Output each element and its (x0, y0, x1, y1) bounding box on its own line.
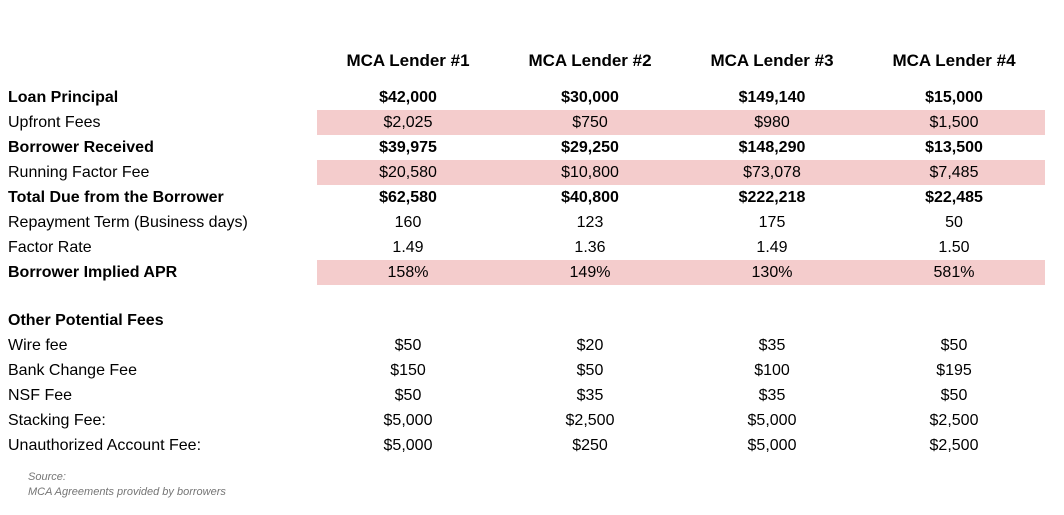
value-cell: $50 (394, 386, 422, 404)
row-label: Unauthorized Account Fee: (8, 436, 202, 454)
value-cell: $50 (940, 386, 968, 404)
value-cell: $29,250 (561, 138, 619, 156)
source-note: Source: MCA Agreements provided by borro… (0, 470, 1064, 500)
value-cell: $2,025 (317, 110, 499, 135)
value-cell: $980 (681, 110, 863, 135)
value-cell: $40,800 (561, 188, 619, 206)
value-cell: $20 (576, 336, 604, 354)
value-cell: $50 (940, 336, 968, 354)
row-label: Total Due from the Borrower (8, 188, 224, 206)
value-cell: $750 (499, 110, 681, 135)
value-cell: $150 (390, 361, 426, 379)
value-cell: 1.49 (392, 238, 424, 256)
value-cell: 1.50 (938, 238, 970, 256)
table-row-nsf-fee: NSF Fee $50 $35 $35 $50 (0, 383, 1064, 408)
value-cell: $5,000 (747, 436, 797, 454)
row-label: Wire fee (8, 336, 68, 354)
value-cell: $195 (936, 361, 972, 379)
row-label: Borrower Implied APR (8, 263, 178, 281)
table-row-borrower-received: Borrower Received $39,975 $29,250 $148,2… (0, 135, 1064, 160)
value-cell: $148,290 (738, 138, 806, 156)
value-cell: $39,975 (379, 138, 437, 156)
table-row-total-due: Total Due from the Borrower $62,580 $40,… (0, 185, 1064, 210)
header-spacer (0, 48, 317, 73)
table-row-wire-fee: Wire fee $50 $20 $35 $50 (0, 333, 1064, 358)
value-cell: $1,500 (863, 110, 1045, 135)
value-cell: $10,800 (499, 160, 681, 185)
value-cell: 158% (317, 260, 499, 285)
value-cell: 149% (499, 260, 681, 285)
value-cell: $5,000 (383, 411, 433, 429)
value-cell: 1.49 (756, 238, 788, 256)
value-cell: $222,218 (738, 188, 806, 206)
other-potential-fees-title: Other Potential Fees (8, 311, 164, 329)
row-label: Repayment Term (Business days) (8, 213, 248, 231)
value-cell: $30,000 (561, 88, 619, 106)
row-label: Loan Principal (8, 88, 119, 106)
value-cell: $5,000 (747, 411, 797, 429)
row-label: Upfront Fees (8, 113, 101, 131)
table-row-stacking-fee: Stacking Fee: $5,000 $2,500 $5,000 $2,50… (0, 408, 1064, 433)
source-label: Source: (28, 471, 66, 483)
table-row-repayment-term: Repayment Term (Business days) 160 123 1… (0, 210, 1064, 235)
section-gap (0, 285, 1064, 308)
table-row-factor-rate: Factor Rate 1.49 1.36 1.49 1.50 (0, 235, 1064, 260)
value-cell: $62,580 (379, 188, 437, 206)
value-cell: $2,500 (565, 411, 615, 429)
value-cell: $15,000 (925, 88, 983, 106)
value-cell: 123 (576, 213, 604, 231)
column-header-lender-3: MCA Lender #3 (710, 50, 834, 70)
value-cell: 581% (863, 260, 1045, 285)
table-row-loan-principal: Loan Principal $42,000 $30,000 $149,140 … (0, 85, 1064, 110)
table-row-borrower-implied-apr: Borrower Implied APR 158% 149% 130% 581% (0, 260, 1064, 285)
row-label: Running Factor Fee (8, 163, 150, 181)
value-cell: 50 (945, 213, 963, 231)
value-cell: 130% (681, 260, 863, 285)
value-cell: $2,500 (929, 411, 979, 429)
table-row-unauthorized-account-fee: Unauthorized Account Fee: $5,000 $250 $5… (0, 433, 1064, 458)
value-cell: $42,000 (379, 88, 437, 106)
value-cell: $2,500 (929, 436, 979, 454)
value-cell: 175 (758, 213, 786, 231)
column-header-lender-1: MCA Lender #1 (346, 50, 470, 70)
value-cell: $73,078 (681, 160, 863, 185)
table-header-row: MCA Lender #1 MCA Lender #2 MCA Lender #… (0, 48, 1064, 73)
value-cell: 160 (394, 213, 422, 231)
column-header-lender-4: MCA Lender #4 (892, 50, 1016, 70)
row-label: Factor Rate (8, 238, 92, 256)
table-row-running-factor-fee: Running Factor Fee $20,580 $10,800 $73,0… (0, 160, 1064, 185)
row-label: Borrower Received (8, 138, 154, 156)
value-cell: $22,485 (925, 188, 983, 206)
value-cell: $13,500 (925, 138, 983, 156)
row-label: NSF Fee (8, 386, 73, 404)
row-label: Bank Change Fee (8, 361, 137, 379)
value-cell: $50 (394, 336, 422, 354)
table-row-upfront-fees: Upfront Fees $2,025 $750 $980 $1,500 (0, 110, 1064, 135)
row-label: Stacking Fee: (8, 411, 106, 429)
value-cell: $35 (576, 386, 604, 404)
column-header-lender-2: MCA Lender #2 (528, 50, 652, 70)
value-cell: $35 (758, 386, 786, 404)
value-cell: $20,580 (317, 160, 499, 185)
value-cell: $149,140 (738, 88, 806, 106)
value-cell: $35 (758, 336, 786, 354)
value-cell: $50 (576, 361, 604, 379)
value-cell: $100 (754, 361, 790, 379)
value-cell: $5,000 (383, 436, 433, 454)
value-cell: 1.36 (574, 238, 606, 256)
value-cell: $7,485 (863, 160, 1045, 185)
value-cell: $250 (572, 436, 608, 454)
source-text: MCA Agreements provided by borrowers (28, 485, 226, 498)
table-row-bank-change-fee: Bank Change Fee $150 $50 $100 $195 (0, 358, 1064, 383)
